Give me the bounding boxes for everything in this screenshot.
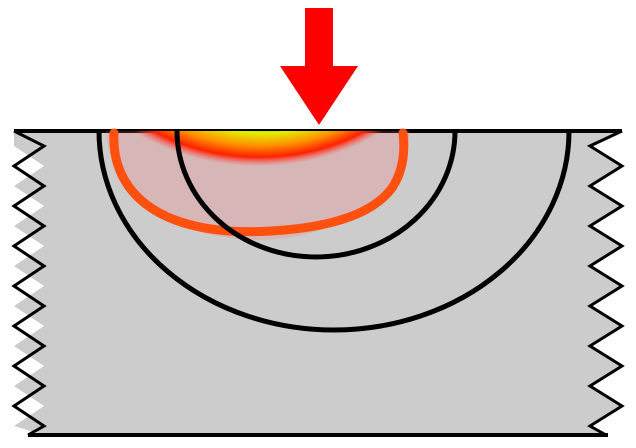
left-zigzag [11, 129, 47, 437]
plastic-boundary [109, 128, 409, 237]
load-arrow [280, 8, 358, 125]
right-zigzag [586, 129, 625, 437]
outer-arc [96, 130, 572, 333]
inner-arc [174, 130, 458, 260]
